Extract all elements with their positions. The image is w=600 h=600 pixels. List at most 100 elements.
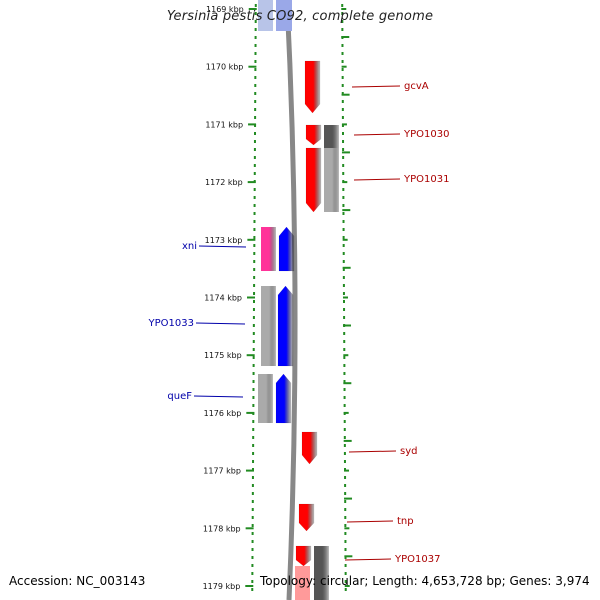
ring-dot <box>341 116 344 119</box>
partial-gene-bar <box>276 0 292 31</box>
leader-line <box>195 322 246 325</box>
ring-dot <box>341 12 344 15</box>
ring-dot <box>344 580 347 583</box>
tick-mark-right-minor <box>342 181 348 184</box>
ring-dot <box>343 340 346 343</box>
tick-label: 1172 kbp <box>205 178 243 187</box>
ring-dot <box>252 460 255 463</box>
ring-dot <box>251 492 254 495</box>
tick-mark-right-minor <box>341 123 347 126</box>
ring-dot <box>251 516 254 519</box>
ring-dot <box>342 284 345 287</box>
ring-dot <box>341 4 344 7</box>
ring-dot <box>344 524 347 527</box>
ring-dot <box>253 196 256 199</box>
tick-mark-right-minor <box>344 585 350 587</box>
ring-dot <box>252 308 255 311</box>
ring-dot <box>343 364 346 367</box>
tick-mark-right-minor <box>344 527 350 530</box>
ring-dot <box>252 324 255 327</box>
ring-dot <box>341 76 344 79</box>
gene-arrow-queF <box>275 373 292 424</box>
ring-dot <box>251 548 254 551</box>
tick-label: 1169 kbp <box>206 5 244 14</box>
tick-label: 1170 kbp <box>206 63 244 72</box>
ring-dot <box>341 100 344 103</box>
partial-gene-bar <box>258 0 273 31</box>
ring-dot <box>254 36 257 39</box>
tick-mark-right-minor <box>341 65 347 68</box>
gene-label-tnp: tnp <box>397 516 414 527</box>
ring-dot <box>252 348 255 351</box>
ring-dot <box>344 500 347 503</box>
ring-dot <box>341 20 344 23</box>
ring-dot <box>251 588 254 591</box>
ring-dot <box>342 292 345 295</box>
ring-dot <box>343 452 346 455</box>
ring-dot <box>344 508 347 511</box>
ring-dot <box>344 556 347 559</box>
ring-dot <box>254 92 257 95</box>
tick-mark-right <box>344 497 353 500</box>
ring-dot <box>253 244 256 247</box>
gene-arrow-syd <box>301 431 318 465</box>
ring-dot <box>342 140 345 143</box>
ring-dot <box>254 84 257 87</box>
tick-label: 1176 kbp <box>204 409 242 418</box>
ring-dot <box>251 580 254 583</box>
gene-bar-magenta <box>261 227 276 271</box>
ring-dot <box>341 108 344 111</box>
ring-dot <box>254 100 257 103</box>
tick-mark-right-minor <box>344 469 350 472</box>
ring-dot <box>251 564 254 567</box>
ring-dot <box>343 388 346 391</box>
gene-label-syd: syd <box>400 446 417 457</box>
ring-dot <box>251 540 254 543</box>
ring-dot <box>253 268 256 271</box>
ring-dot <box>251 508 254 511</box>
tick-mark-left <box>247 238 256 241</box>
ring-dot <box>253 292 256 295</box>
ring-dot <box>341 60 344 63</box>
gene-label-gcvA: gcvA <box>404 81 429 92</box>
ring-dot <box>251 468 254 471</box>
ring-dot <box>342 156 345 159</box>
ring-dot <box>342 196 345 199</box>
gene-label-queF: queF <box>167 391 192 402</box>
ring-dot <box>253 212 256 215</box>
leader-line <box>198 245 247 248</box>
tick-label: 1174 kbp <box>204 294 242 303</box>
ring-dot <box>254 52 257 55</box>
ring-dot <box>253 236 256 239</box>
tick-label: 1179 kbp <box>203 582 241 591</box>
ring-dot <box>343 332 346 335</box>
ring-dot <box>344 564 347 567</box>
tick-mark-left <box>245 527 254 530</box>
tick-mark-left <box>246 354 255 357</box>
ring-dot <box>251 572 254 575</box>
ring-dot <box>344 540 347 543</box>
gene-label-YPO1030: YPO1030 <box>403 129 449 140</box>
leader-line <box>348 450 397 453</box>
gene-label-YPO1033: YPO1033 <box>148 318 194 329</box>
tick-mark-left <box>245 585 254 587</box>
ring-dot <box>343 436 346 439</box>
ring-dot <box>344 476 347 479</box>
leader-line <box>344 558 392 561</box>
ring-dot <box>342 188 345 191</box>
ring-dot <box>253 300 255 303</box>
ring-dot <box>342 268 345 271</box>
ring-dot <box>253 220 256 223</box>
ring-dot <box>254 108 257 111</box>
ring-dot <box>254 132 257 135</box>
ring-dot <box>341 44 344 47</box>
leader-line <box>193 395 244 398</box>
ring-dot <box>343 428 346 431</box>
gene-label-xni: xni <box>182 241 197 252</box>
ring-dot <box>254 76 257 79</box>
ring-dot <box>252 332 255 335</box>
ring-dot <box>342 236 345 239</box>
tick-label: 1173 kbp <box>205 236 243 245</box>
tick-mark-left <box>245 469 254 472</box>
